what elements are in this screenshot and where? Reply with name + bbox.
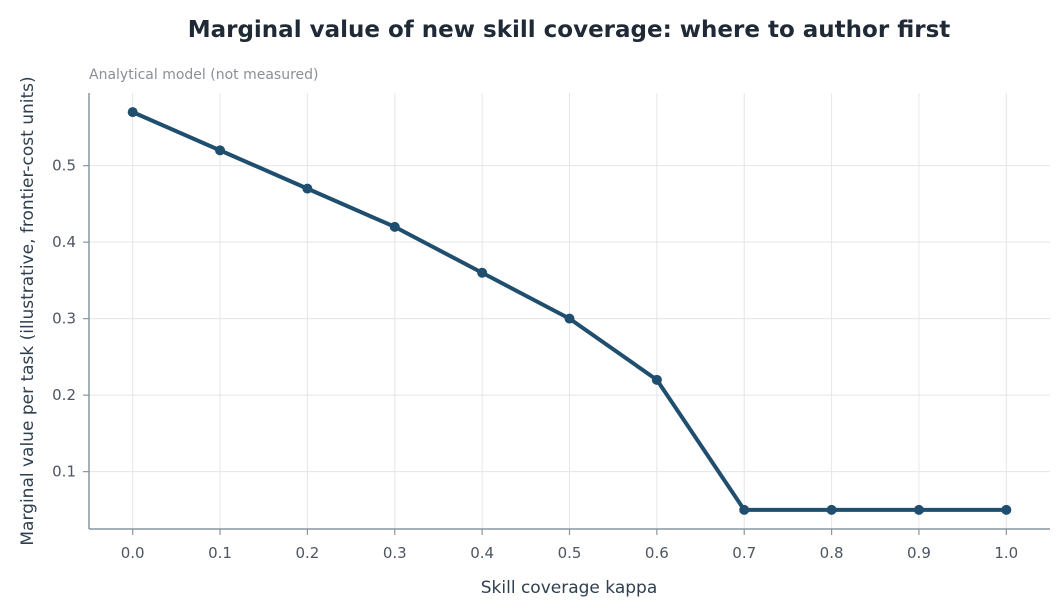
y-tick-label: 0.5 [52,157,76,175]
x-tick-label: 1.0 [994,544,1018,562]
x-tick-label: 0.4 [470,544,494,562]
data-point [564,313,575,324]
x-tick-label: 0.2 [295,544,319,562]
y-tick-label: 0.3 [52,310,76,328]
y-tick-label: 0.2 [52,386,76,404]
axes [83,93,1050,535]
data-point [651,374,662,385]
tick-labels: 0.0 0.1 0.2 0.3 0.4 0.5 0.6 0.7 0.8 0.9 1.0 0.1 0.2 0… [52,157,1018,562]
data-point [127,107,138,118]
x-tick-label: 0.7 [732,544,756,562]
chart-subtitle: Analytical model (not measured) [89,67,319,83]
y-tick-label: 0.4 [52,233,76,251]
data-point [913,504,924,515]
data-point [215,145,226,156]
x-axis-label: Skill coverage kappa [481,578,658,598]
data-point [739,504,750,515]
y-tick-label: 0.1 [52,463,76,481]
y-axis-label: Marginal value per task (illustrative, f… [18,76,38,545]
data-point [302,183,313,194]
data-point [389,221,400,232]
x-tick-label: 0.5 [558,544,582,562]
grid [89,93,1050,529]
data-point [477,267,488,278]
data-point [1001,504,1012,515]
series [127,107,1012,515]
x-tick-label: 0.3 [383,544,407,562]
x-tick-label: 0.6 [645,544,669,562]
x-tick-label: 0.0 [121,544,145,562]
x-tick-label: 0.1 [208,544,232,562]
data-point [826,504,837,515]
x-tick-label: 0.9 [907,544,931,562]
x-tick-label: 0.8 [820,544,844,562]
chart-title: Marginal value of new skill coverage: wh… [188,17,951,43]
